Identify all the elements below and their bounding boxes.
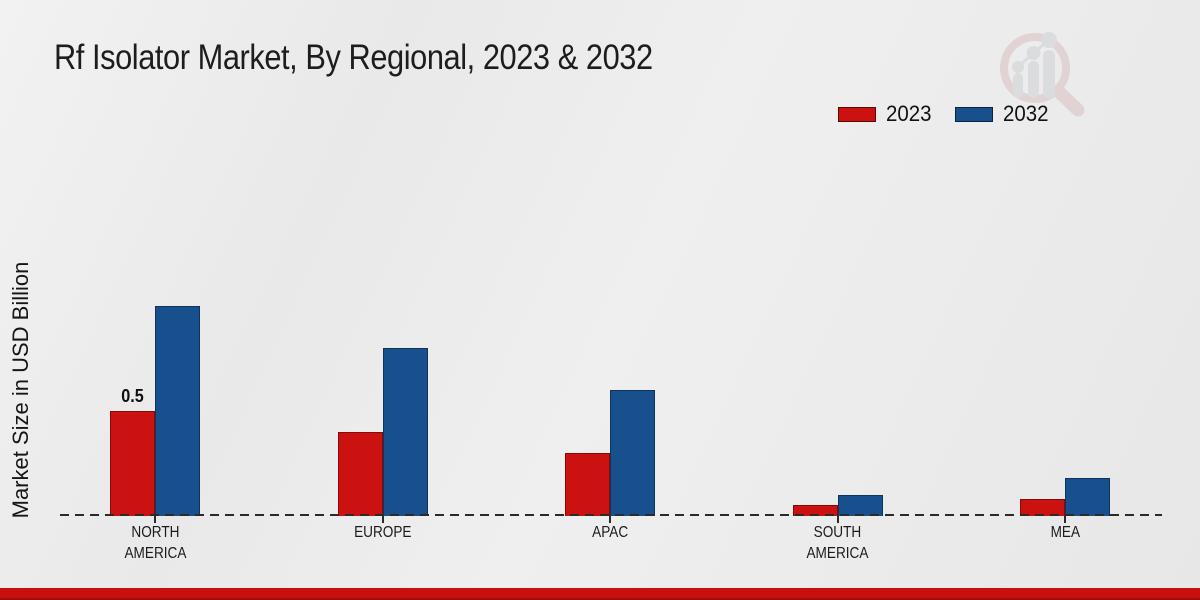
x-axis-tick-europe bbox=[381, 516, 384, 523]
x-axis-tick-mea bbox=[1064, 516, 1066, 523]
legend: 2023 2032 bbox=[838, 100, 1052, 128]
x-axis-baseline bbox=[60, 514, 1162, 516]
bar-data-label: 0.5 bbox=[73, 386, 193, 407]
category-label-text: NORTH AMERICA bbox=[124, 524, 186, 562]
bar-2032-apac bbox=[610, 390, 655, 516]
bar-2023-europe bbox=[337, 432, 383, 516]
bar-2023-south-america bbox=[792, 505, 838, 516]
category-label-text: SOUTH AMERICA bbox=[806, 524, 869, 562]
bar-2023-north-america bbox=[110, 411, 155, 516]
magnifier-bar-chart-logo-icon bbox=[1000, 32, 1085, 117]
chart-title: Rf Isolator Market, By Regional, 2023 & … bbox=[54, 38, 653, 77]
bar-2032-north-america bbox=[155, 306, 200, 516]
category-label-apac: APAC bbox=[510, 523, 710, 544]
legend-label-2023: 2023 bbox=[886, 101, 932, 126]
category-label-south-america: SOUTH AMERICA bbox=[738, 523, 938, 565]
legend-swatch-2032 bbox=[954, 106, 993, 122]
bar-2032-south-america bbox=[837, 495, 883, 516]
bar-2023-mea bbox=[1020, 499, 1065, 516]
legend-label-2032: 2032 bbox=[1002, 101, 1049, 126]
category-label-europe: EUROPE bbox=[283, 523, 483, 544]
legend-swatch-2023 bbox=[838, 106, 876, 122]
bar-2023-apac bbox=[565, 453, 610, 516]
category-label-text: APAC bbox=[591, 524, 629, 541]
bar-data-label-text: 0.5 bbox=[121, 386, 144, 406]
category-label-text: EUROPE bbox=[353, 524, 412, 541]
legend-item-2032: 2032 bbox=[954, 101, 1052, 127]
category-label-text: MEA bbox=[1050, 524, 1080, 541]
category-label-north-america: NORTH AMERICA bbox=[55, 523, 255, 565]
x-axis-tick-south-america bbox=[836, 516, 839, 523]
x-axis-tick-north-america bbox=[154, 516, 156, 523]
bar-2032-europe bbox=[382, 348, 428, 516]
legend-item-2023: 2023 bbox=[838, 101, 935, 127]
footer-accent-bar bbox=[0, 588, 1200, 600]
bar-2032-mea bbox=[1065, 478, 1110, 516]
category-label-mea: MEA bbox=[965, 523, 1165, 544]
x-axis-tick-apac bbox=[609, 516, 611, 523]
